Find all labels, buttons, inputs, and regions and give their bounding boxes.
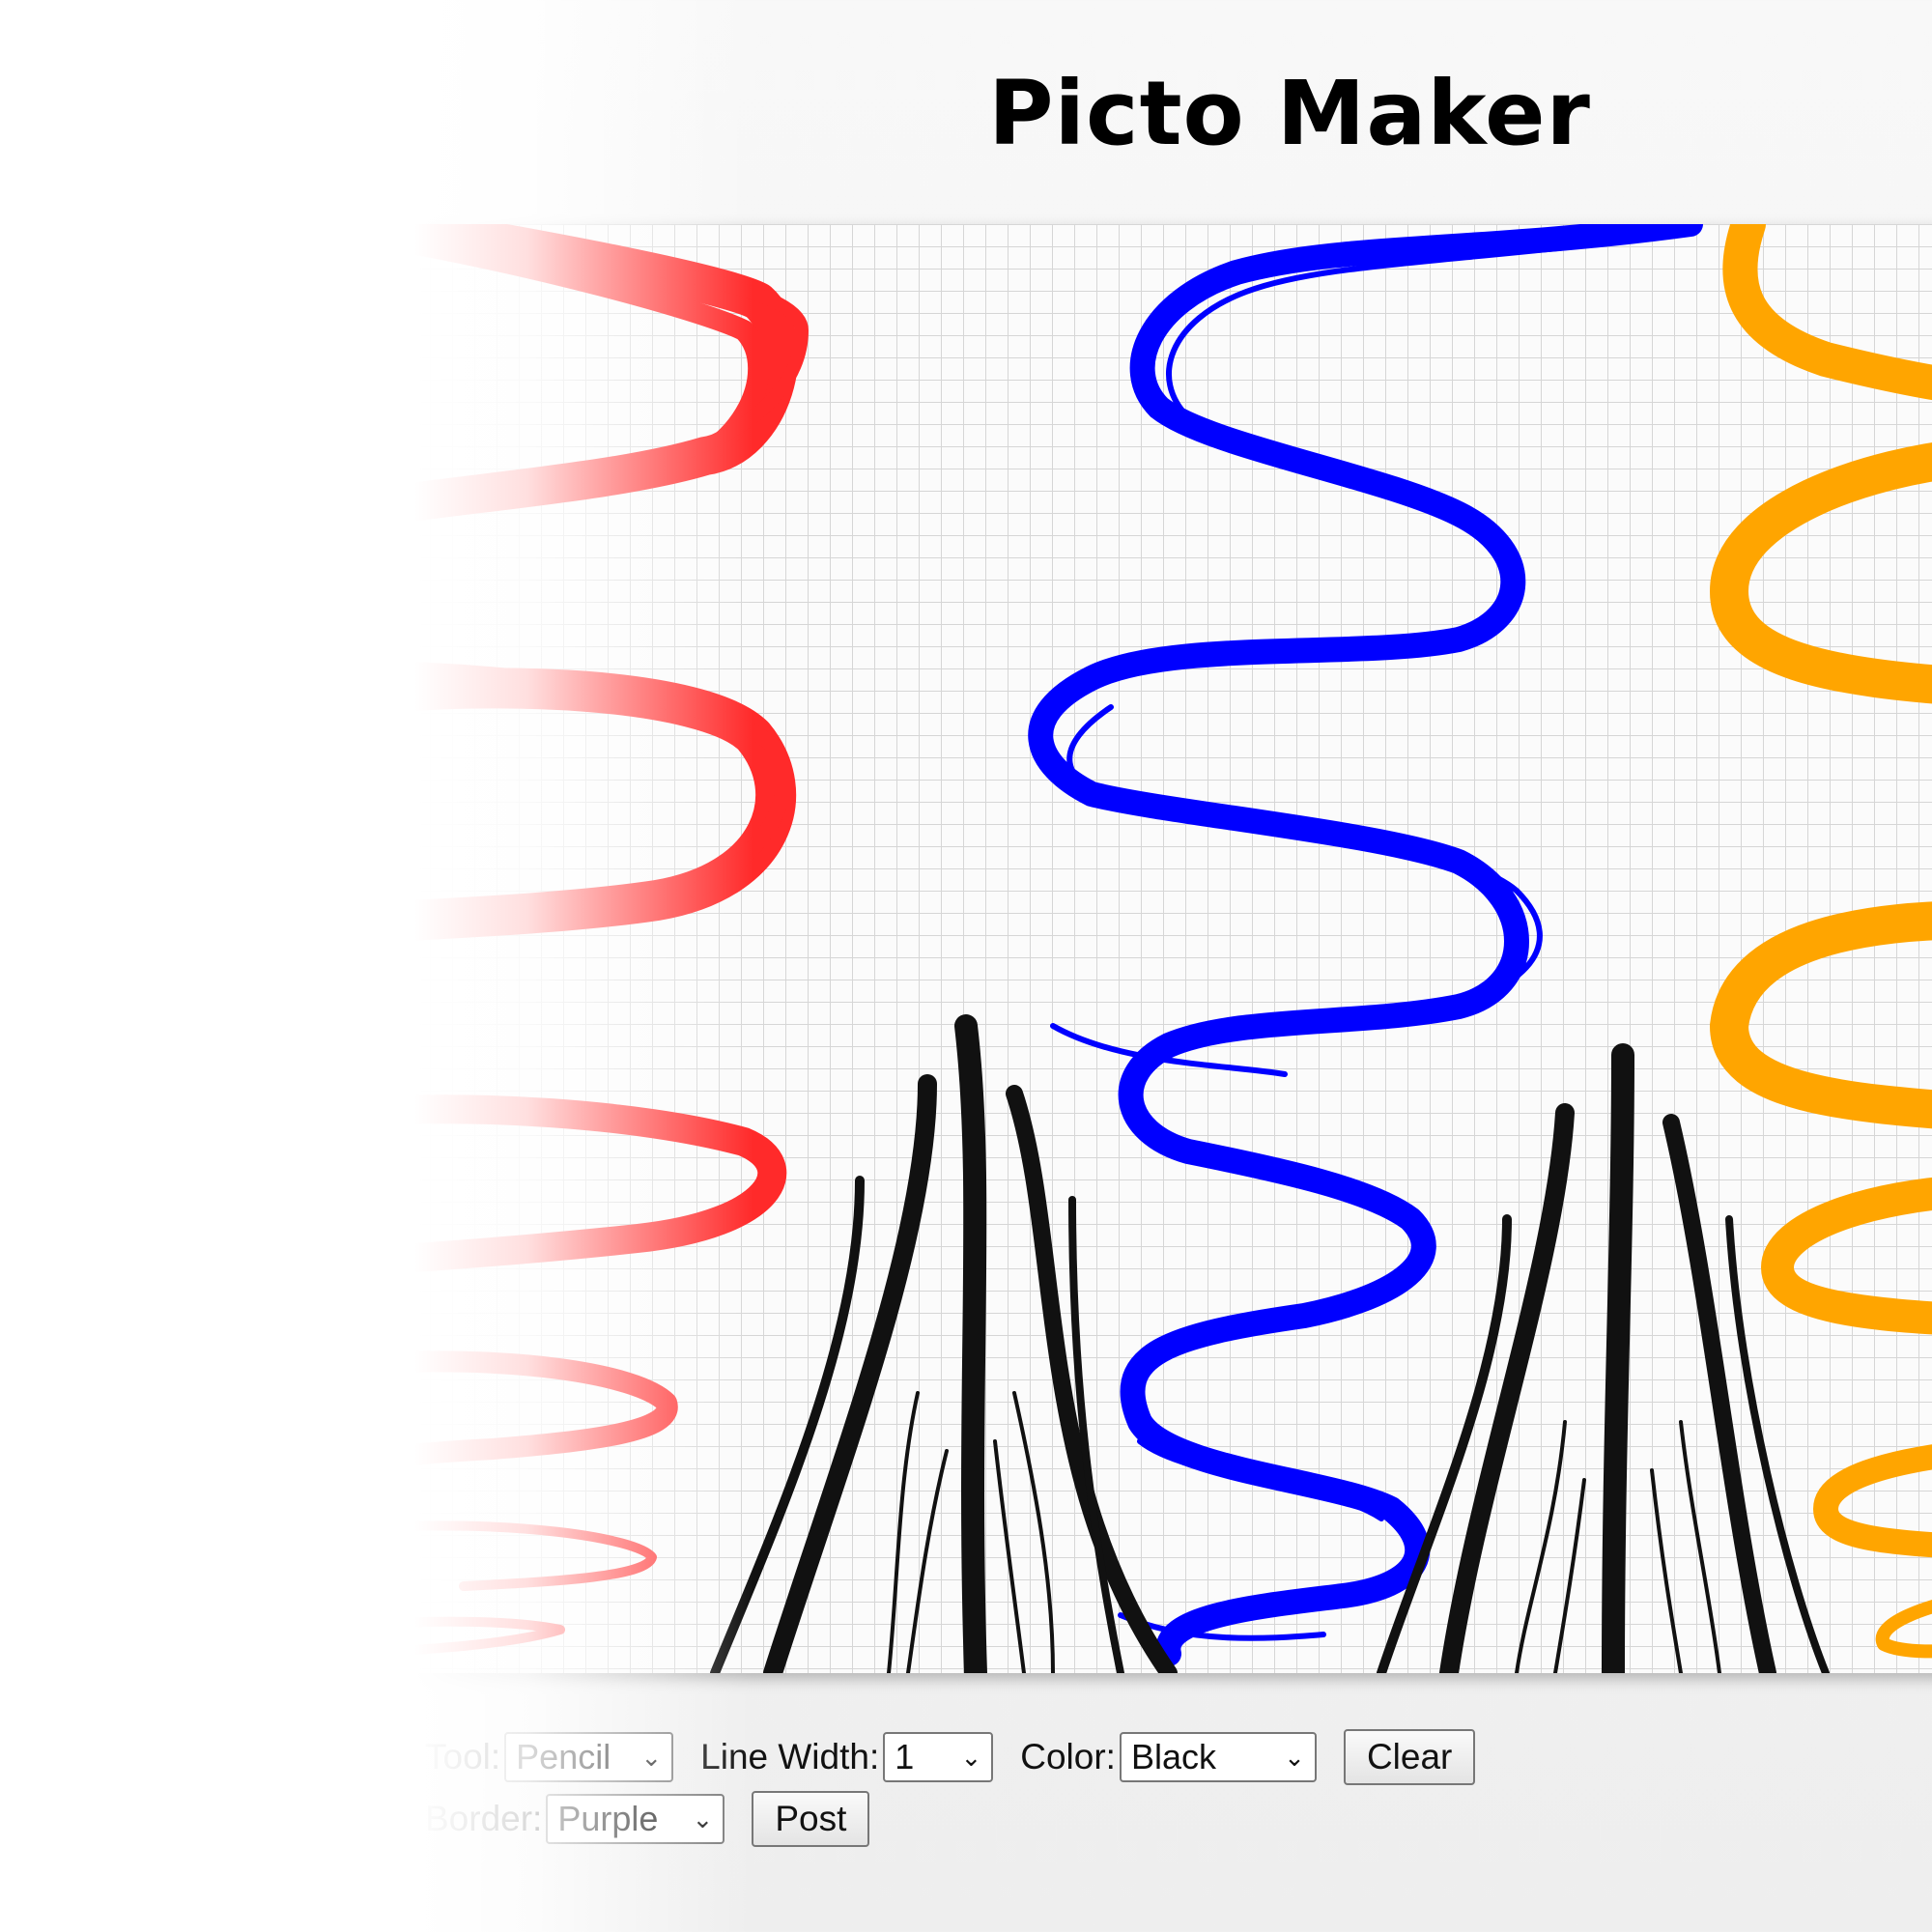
drawing-canvas[interactable] xyxy=(319,224,1932,1673)
tool-select-value: Pencil xyxy=(516,1737,611,1776)
tool-select[interactable]: Pencil ⌄ xyxy=(504,1732,674,1782)
border-select-value: Purple xyxy=(557,1799,659,1838)
border-select[interactable]: Purple ⌄ xyxy=(546,1794,725,1844)
line-width-select-value: 1 xyxy=(895,1737,915,1776)
chevron-down-icon: ⌄ xyxy=(640,1742,663,1772)
chevron-down-icon: ⌄ xyxy=(692,1804,714,1833)
line-width-label: Line Width: xyxy=(700,1737,880,1776)
toolbar: Tool: Pencil ⌄ Line Width: 1 ⌄ Color: Bl… xyxy=(425,1729,1488,1853)
black-stroke xyxy=(710,1014,1830,1673)
page-title: Picto Maker xyxy=(988,62,1591,165)
color-select[interactable]: Black ⌄ xyxy=(1119,1732,1317,1782)
chevron-down-icon: ⌄ xyxy=(960,1742,982,1772)
color-label: Color: xyxy=(1020,1737,1116,1776)
line-width-select[interactable]: 1 ⌄ xyxy=(883,1732,994,1782)
toolbar-row-2: Border: Purple ⌄ Post xyxy=(425,1791,1488,1847)
red-stroke xyxy=(319,224,809,1659)
tool-label: Tool: xyxy=(425,1737,501,1776)
post-button[interactable]: Post xyxy=(752,1791,870,1847)
orange-stroke xyxy=(1710,224,1932,1659)
toolbar-row-1: Tool: Pencil ⌄ Line Width: 1 ⌄ Color: Bl… xyxy=(425,1729,1488,1785)
color-select-value: Black xyxy=(1130,1737,1216,1776)
blue-stroke xyxy=(1028,224,1703,1666)
canvas-strokes xyxy=(319,224,1932,1673)
clear-button[interactable]: Clear xyxy=(1343,1729,1476,1785)
chevron-down-icon: ⌄ xyxy=(1284,1742,1305,1772)
border-label: Border: xyxy=(425,1799,543,1838)
